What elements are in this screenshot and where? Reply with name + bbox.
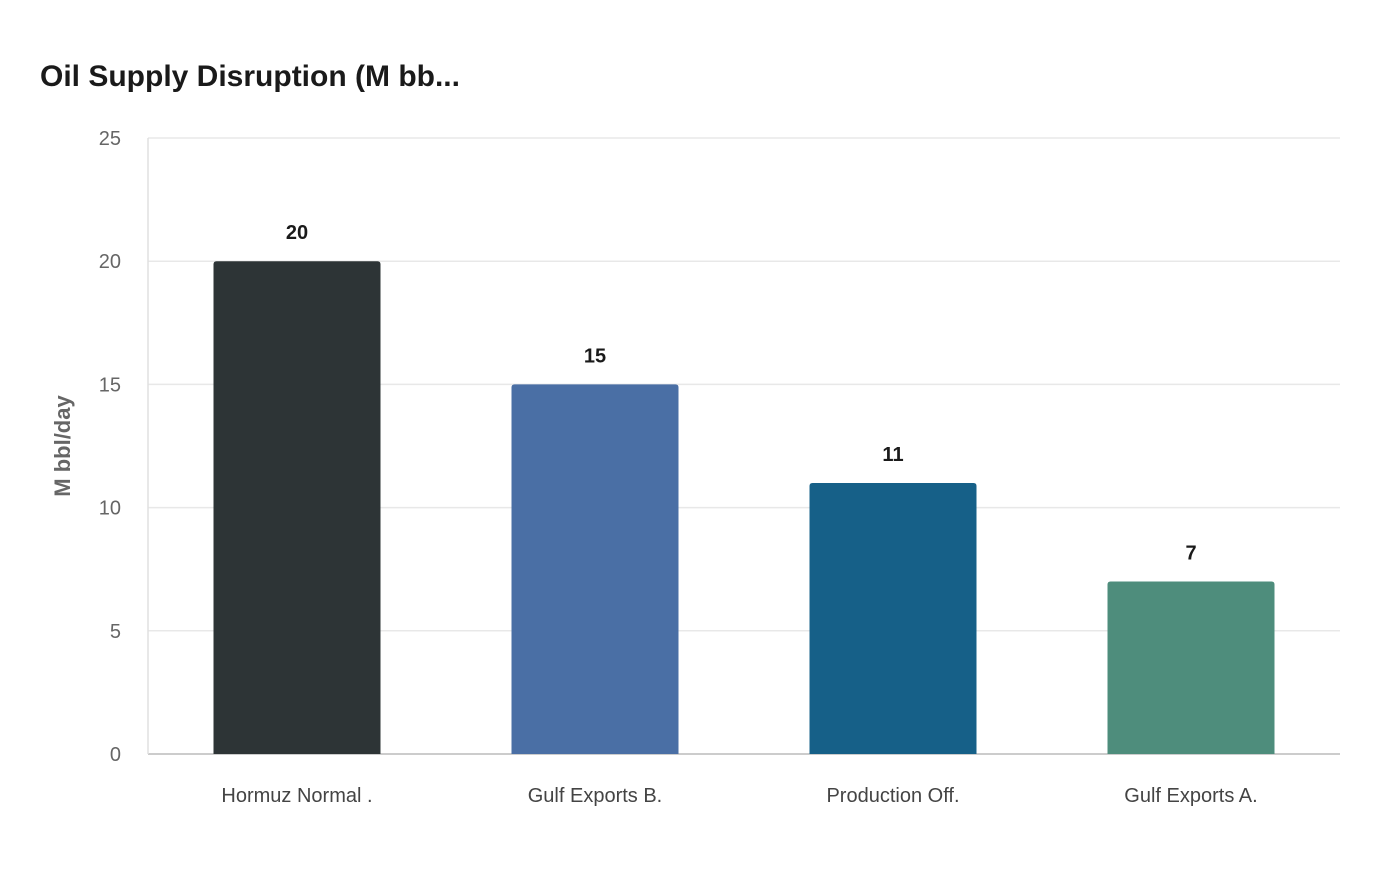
x-tick-label: Gulf Exports A. [1124, 785, 1257, 807]
data-label: 7 [1185, 543, 1196, 565]
bar [809, 482, 977, 754]
y-tick-label: 10 [99, 498, 121, 520]
bar [213, 261, 381, 754]
bar [1107, 581, 1275, 754]
data-label: 11 [882, 444, 903, 466]
data-label: 15 [584, 345, 606, 367]
x-tick-label: Hormuz Normal . [221, 785, 372, 807]
y-tick-label: 25 [99, 128, 121, 150]
x-tick-label: Production Off. [826, 785, 959, 807]
y-tick-label: 0 [110, 744, 121, 766]
y-tick-label: 20 [99, 251, 121, 273]
y-axis-label: M bbl/day [50, 395, 75, 497]
y-tick-label: 15 [99, 374, 121, 396]
y-tick-label: 5 [110, 621, 121, 643]
bar [511, 384, 679, 754]
data-label: 20 [286, 222, 308, 244]
x-tick-label: Gulf Exports B. [528, 785, 663, 807]
chart-title: Oil Supply Disruption (M bb... [40, 60, 460, 93]
